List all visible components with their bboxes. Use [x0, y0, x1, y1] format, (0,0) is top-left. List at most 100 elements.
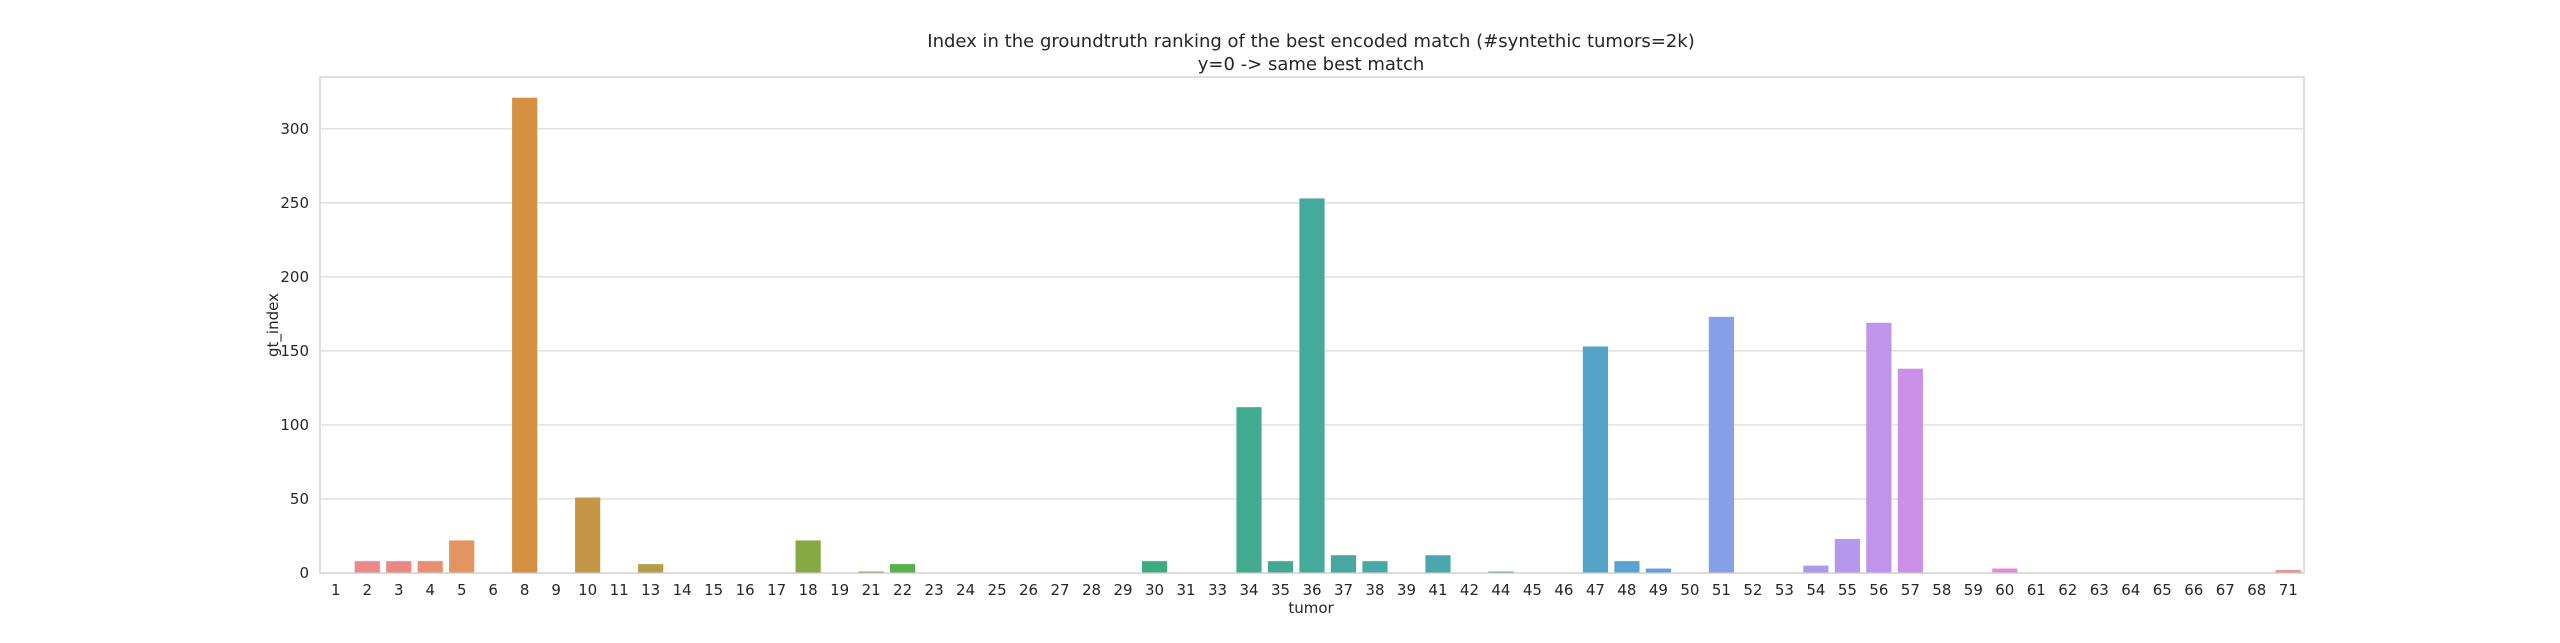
x-tick-label: 22: [893, 581, 912, 599]
bar-tumor-60: [1992, 568, 2018, 573]
x-tick-label: 55: [1838, 581, 1857, 599]
x-tick-label: 67: [2216, 581, 2235, 599]
x-tick-label: 6: [488, 581, 498, 599]
x-tick-label: 46: [1554, 581, 1573, 599]
x-tick-label: 17: [767, 581, 786, 599]
x-tick-label: 53: [1775, 581, 1794, 599]
x-tick-label: 56: [1869, 581, 1888, 599]
y-tick-label: 150: [280, 342, 309, 360]
bar-tumor-30: [1141, 561, 1168, 573]
x-tick-label: 4: [425, 581, 435, 599]
x-tick-label: 59: [1964, 581, 1983, 599]
x-tick-label: 45: [1523, 581, 1542, 599]
y-tick-label: 250: [280, 194, 309, 212]
bar-tumor-56: [1866, 322, 1892, 573]
x-tick-label: 50: [1680, 581, 1699, 599]
x-tick-label: 9: [551, 581, 561, 599]
x-tick-label: 18: [799, 581, 818, 599]
x-tick-label: 38: [1365, 581, 1384, 599]
x-tick-label: 64: [2121, 581, 2140, 599]
plot-frame: [319, 76, 2305, 574]
x-tick-label: 39: [1397, 581, 1416, 599]
x-tick-label: 30: [1145, 581, 1164, 599]
bar-tumor-48: [1614, 561, 1640, 573]
x-tick-label: 15: [704, 581, 723, 599]
bar-tumor-37: [1330, 555, 1357, 573]
x-tick-label: 41: [1428, 581, 1447, 599]
x-tick-label: 60: [1995, 581, 2014, 599]
x-tick-label: 8: [520, 581, 530, 599]
x-tick-label: 19: [830, 581, 849, 599]
bar-tumor-5: [449, 540, 475, 573]
y-tick-label: 0: [299, 564, 309, 582]
x-tick-label: 49: [1649, 581, 1668, 599]
bar-tumor-41: [1425, 555, 1451, 573]
bar-tumor-4: [417, 561, 443, 573]
chart-title: Index in the groundtruth ranking of the …: [927, 31, 1694, 52]
x-tick-label: 51: [1712, 581, 1731, 599]
x-tick-label: 47: [1586, 581, 1605, 599]
x-tick-label: 26: [1019, 581, 1038, 599]
bar-tumor-36: [1299, 198, 1325, 574]
bar-tumor-22: [890, 564, 916, 573]
bar-tumor-34: [1236, 407, 1262, 573]
x-tick-label: 42: [1460, 581, 1479, 599]
x-tick-label: 10: [578, 581, 597, 599]
bar-tumor-13: [638, 564, 664, 573]
x-tick-label: 14: [673, 581, 692, 599]
x-tick-labels: 1 2 3 4 5 6 8 9 10 11 13 14 15 16 17 18 19 21 22 23 24 25 26 27…: [331, 581, 2298, 599]
y-tick-label: 50: [290, 490, 309, 508]
x-tick-label: 27: [1051, 581, 1070, 599]
x-tick-label: 2: [362, 581, 372, 599]
x-tick-label: 48: [1617, 581, 1636, 599]
y-tick-labels: 0 50 100 150 200 250 300: [280, 120, 309, 582]
x-tick-label: 68: [2247, 581, 2266, 599]
chart-subtitle: y=0 -> same best match: [1198, 54, 1425, 75]
bar-tumor-38: [1362, 561, 1388, 573]
bar-tumor-55: [1834, 538, 1860, 573]
x-tick-label: 28: [1082, 581, 1101, 599]
bar-tumor-49: [1645, 568, 1672, 573]
x-tick-label: 54: [1806, 581, 1825, 599]
x-tick-label: 36: [1302, 581, 1321, 599]
x-tick-label: 25: [988, 581, 1007, 599]
x-tick-label: 65: [2153, 581, 2172, 599]
bar-tumor-10: [575, 497, 601, 573]
bars: [354, 97, 2301, 574]
y-axis-title: gt_index: [264, 293, 283, 357]
bar-tumor-51: [1708, 316, 1734, 573]
x-tick-label: 33: [1208, 581, 1227, 599]
x-tick-label: 35: [1271, 581, 1290, 599]
x-tick-label: 58: [1932, 581, 1951, 599]
x-tick-label: 1: [331, 581, 341, 599]
x-tick-label: 71: [2279, 581, 2298, 599]
bar-tumor-44: [1488, 571, 1514, 573]
x-tick-label: 24: [956, 581, 975, 599]
x-tick-label: 63: [2090, 581, 2109, 599]
x-axis-title: tumor: [1288, 599, 1334, 617]
y-tick-label: 300: [280, 120, 309, 138]
x-tick-label: 3: [394, 581, 404, 599]
bar-tumor-2: [354, 561, 380, 573]
x-tick-label: 52: [1743, 581, 1762, 599]
x-tick-label: 16: [736, 581, 755, 599]
bar-tumor-3: [386, 561, 412, 573]
x-tick-label: 61: [2027, 581, 2046, 599]
bar-tumor-71: [2275, 570, 2301, 573]
x-tick-label: 5: [457, 581, 467, 599]
x-tick-label: 57: [1901, 581, 1920, 599]
bar-tumor-35: [1267, 561, 1294, 573]
x-tick-label: 66: [2184, 581, 2203, 599]
bar-tumor-54: [1803, 565, 1829, 573]
bar-tumor-18: [795, 540, 821, 573]
bar-tumor-8: [512, 97, 538, 573]
x-tick-label: 37: [1334, 581, 1353, 599]
x-tick-label: 34: [1239, 581, 1258, 599]
bar-tumor-21: [858, 571, 884, 573]
bar-tumor-57: [1897, 368, 1923, 573]
x-tick-label: 23: [925, 581, 944, 599]
y-tick-label: 200: [280, 268, 309, 286]
x-tick-label: 44: [1491, 581, 1510, 599]
x-tick-label: 13: [641, 581, 660, 599]
